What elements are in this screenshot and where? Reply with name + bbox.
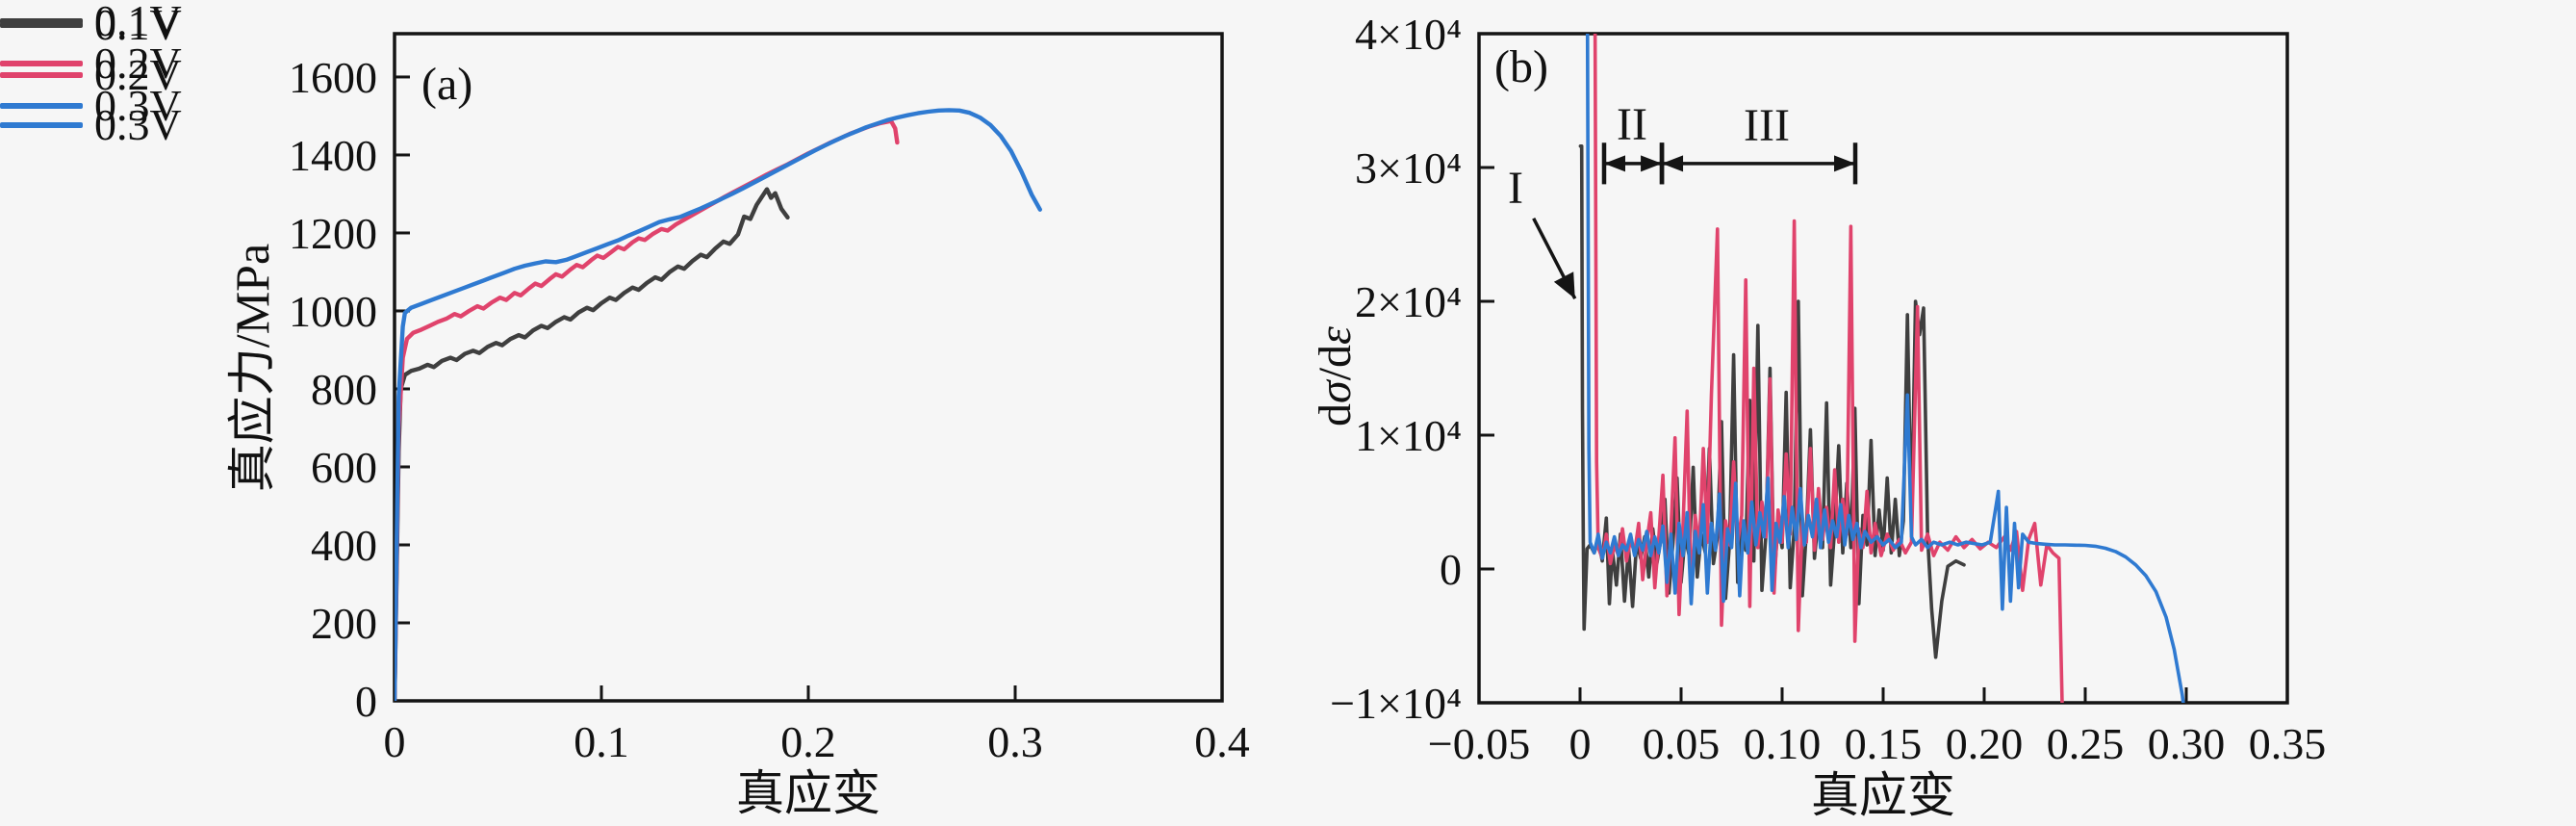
x-tick-label: 0.30 (2148, 719, 2226, 768)
legend-item: 0.2V (0, 39, 182, 88)
ylabel-b-sigma: σ (1310, 380, 1361, 403)
y-tick-label: 0 (355, 677, 377, 726)
stage-annotations (1532, 142, 1858, 300)
y-tick-label: 3×10⁴ (1355, 143, 1462, 193)
panel-b-label: (b) (1494, 41, 1548, 92)
y-tick-label: 1400 (289, 131, 377, 180)
x-tick-label: 0.20 (1946, 719, 2024, 768)
x-tick-label: 0.3 (987, 717, 1043, 766)
legend-line-swatch (0, 61, 83, 66)
legend-label: 0.2V (94, 39, 182, 88)
y-tick-label: 1×10⁴ (1355, 411, 1462, 460)
legend-item: 0.1V (0, 0, 182, 50)
x-tick-label: 0.25 (2047, 719, 2125, 768)
legend-label: 0.3V (94, 100, 182, 149)
x-tick-label: 0 (384, 717, 406, 766)
stage1-arrowhead-icon (1553, 271, 1575, 299)
curve-0.3V (395, 108, 1043, 701)
arrowhead-right-icon (1834, 155, 1856, 172)
y-tick-label: 1200 (289, 209, 377, 258)
x-tick-label: 0.2 (780, 717, 836, 766)
arrowhead-right-icon (1641, 155, 1663, 172)
x-tick-label: 0.05 (1643, 719, 1721, 768)
x-tick-label: 0.35 (2249, 719, 2327, 768)
panel-a-label: (a) (421, 59, 473, 110)
legend-line-swatch (0, 22, 83, 28)
panel-a-x-axis-title: 真应变 (736, 766, 880, 820)
legend-item: 0.2V (0, 50, 182, 100)
y-tick-label: 0 (1440, 545, 1462, 594)
x-tick-label: 0.10 (1744, 719, 1822, 768)
legend-label: 0.1V (94, 0, 182, 49)
y-tick-label: 200 (311, 599, 377, 648)
y-tick-label: −1×10⁴ (1330, 679, 1462, 728)
stage-3-annotation: III (1744, 100, 1790, 151)
ylabel-b-epsilon: ε (1310, 326, 1361, 345)
y-tick-label: 800 (311, 365, 377, 414)
y-tick-label: 4×10⁴ (1355, 10, 1462, 59)
plot-frame (1477, 32, 2289, 705)
plot-frame (393, 32, 1224, 703)
legend-line-swatch (0, 122, 83, 128)
x-tick-label: −0.05 (1428, 719, 1530, 768)
curve-0.1V (395, 187, 790, 701)
arrowhead-left-icon (1662, 155, 1684, 172)
legend-item: 0.3V (0, 100, 182, 150)
x-tick-label: 0.15 (1845, 719, 1923, 768)
y-tick-label: 2×10⁴ (1355, 277, 1462, 326)
panel-b-x-axis-title: 真应变 (1811, 768, 1955, 822)
arrowhead-left-icon (1603, 155, 1625, 172)
y-tick-label: 600 (311, 443, 377, 492)
x-tick-label: 0 (1569, 719, 1592, 768)
y-tick-label: 1600 (289, 53, 377, 102)
panel-a-legend: 0.1V 0.2V 0.3V (0, 0, 182, 130)
legend-line-swatch (0, 72, 83, 78)
legend-item: 0.3V (0, 81, 182, 130)
curve-0.3V (1585, 34, 2185, 703)
legend-line-swatch (0, 18, 83, 24)
panel-b-legend: 0.1V 0.2V 0.3V (0, 0, 182, 150)
panel-a-y-axis-title: 真应力/MPa (225, 243, 279, 493)
stage-2-annotation: II (1617, 99, 1647, 150)
legend-label: 0.2V (94, 50, 182, 99)
ylabel-b-d1: d (1310, 402, 1361, 426)
legend-item: 0.1V (0, 0, 182, 45)
panel-b-y-axis-title: dσ/dε (1310, 184, 1361, 569)
stage-1-annotation: I (1508, 163, 1523, 214)
x-tick-label: 0.1 (574, 717, 629, 766)
legend-line-swatch (0, 103, 83, 109)
legend-label: 0.3V (94, 81, 182, 130)
curve-0.2V (1593, 34, 2064, 703)
x-tick-label: 0.4 (1194, 717, 1250, 766)
ylabel-b-d2: /d (1310, 344, 1361, 381)
legend-label: 0.1V (94, 0, 182, 45)
y-tick-label: 1000 (289, 287, 377, 336)
y-tick-label: 400 (311, 521, 377, 570)
